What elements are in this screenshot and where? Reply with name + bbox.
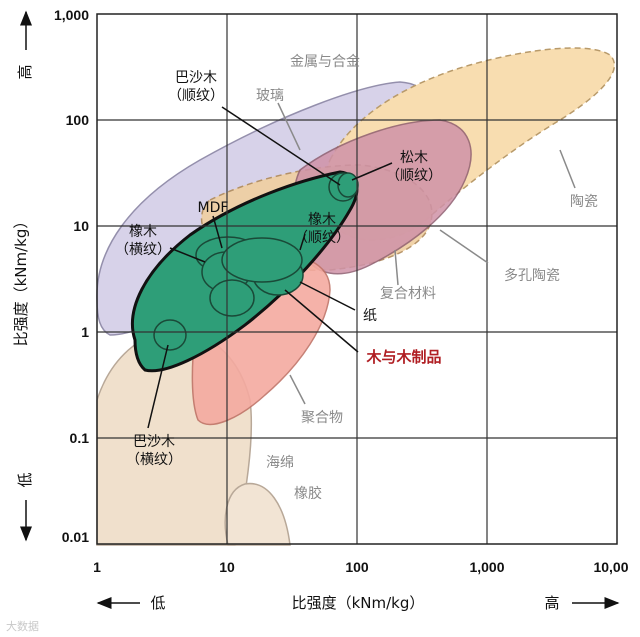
label-balsa-longitudinal: 巴沙木 [175,70,217,86]
x-tick-label: 1 [93,559,101,575]
leader-mdf [212,215,223,249]
annotation-labels: 金属与合金 玻璃 陶瓷 多孔陶瓷 复合材料 聚合物 海绵 橡胶 巴沙木 （顺纹）… [115,54,598,502]
axis-decorations: 比强度（kNm/kg） 低 高 比强度（kNm/kg） 高 低 [12,10,620,612]
watermark: 大数据 [6,619,39,633]
region-oak-longitudinal [221,237,303,283]
label-ceramics: 陶瓷 [570,194,598,210]
label-paper: 纸 [363,308,377,324]
label-glass: 玻璃 [256,87,284,104]
label-sponge: 海绵 [266,454,294,471]
y-tick-label: 100 [66,112,90,128]
y-low-label: 低 [16,472,34,487]
label-oak-longitudinal: 橡木 [308,212,336,228]
x-axis-title: 比强度（kNm/kg） [292,594,425,612]
leader-pine-longitudinal [351,162,393,181]
leader-balsa-transverse [147,344,169,429]
label-pine-2: （顺纹） [386,168,442,184]
leader-wood [284,289,359,353]
label-porous-ceramics: 多孔陶瓷 [504,267,560,284]
leader-balsa-longitudinal [221,106,341,186]
leader-polymers [289,374,306,405]
leader-paper [299,281,356,311]
wood-subregions [153,172,359,351]
region-rubber [224,482,291,546]
label-wood: 木与木制品 [365,348,441,366]
x-tick-label: 10,00 [593,559,628,575]
y-tick-label: 1,000 [54,7,89,23]
label-mdf: MDF [198,200,229,216]
label-rubber: 橡胶 [294,485,322,502]
y-high-label: 高 [16,64,34,79]
label-metals: 金属与合金 [290,54,360,70]
leader-porous-ceramics [439,229,489,264]
y-tick-label: 0.1 [70,430,90,446]
plot-frame [96,13,618,545]
leader-oak-transverse [169,247,206,263]
label-composites: 复合材料 [380,285,436,302]
region-oak-transverse-2 [209,279,255,317]
label-oak-transverse: 橡木 [129,224,157,240]
annotation-leaders [147,102,576,429]
leader-glass [277,102,301,151]
region-balsa-transverse [153,319,187,351]
chart-grid [97,14,617,544]
y-axis-title: 比强度（kNm/kg） [12,214,30,347]
y-tick-label: 10 [73,218,89,234]
label-oak-longitudinal-2: （顺纹） [294,230,350,246]
y-tick-label: 0.01 [62,529,89,545]
tick-labels: 1 10 100 1,000 10,00 1,000 100 10 1 0.1 0.01 [54,7,629,575]
label-oak-transverse-2: （横纹） [115,242,171,258]
y-tick-label: 1 [81,324,89,340]
leader-composites [394,249,399,286]
x-tick-label: 100 [345,559,369,575]
leader-ceramics [559,149,576,189]
label-balsa-transverse-2: （横纹） [126,452,182,468]
material-regions [96,47,616,546]
label-pine: 松木 [400,150,428,166]
x-tick-label: 10 [219,559,235,575]
leader-oak-longitudinal [299,233,306,251]
region-pine-longitudinal [337,172,359,198]
label-balsa-transverse: 巴沙木 [133,434,175,450]
label-polymers: 聚合物 [301,410,343,426]
x-tick-label: 1,000 [469,559,504,575]
label-balsa-longitudinal-2: （顺纹） [168,88,224,104]
x-low-label: 低 [150,594,165,612]
x-high-label: 高 [544,594,559,612]
